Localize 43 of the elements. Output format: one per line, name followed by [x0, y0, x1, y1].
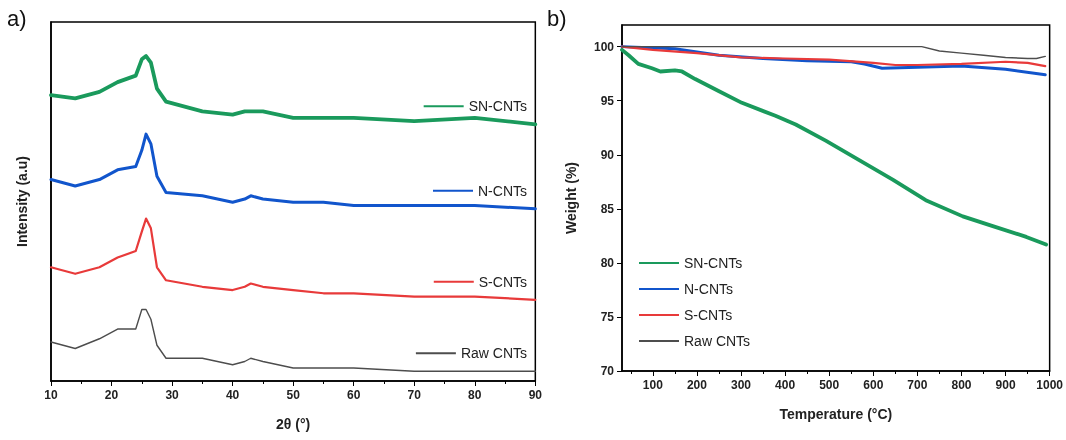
legend-label: S-CNTs — [478, 273, 528, 290]
legend-label: SN-CNTs — [684, 255, 743, 271]
legend-label: N-CNTs — [684, 281, 733, 297]
x-tick-label: 600 — [863, 378, 884, 392]
legend-label: Raw CNTs — [684, 333, 751, 349]
x-tick-label: 80 — [468, 388, 482, 402]
y-tick-label: 70 — [600, 364, 615, 378]
y-tick-label: 95 — [600, 93, 615, 108]
y-tick-label: 80 — [600, 255, 615, 270]
x-tick-label: 20 — [104, 388, 119, 402]
x-tick-label: 800 — [951, 378, 972, 392]
legend-label: N-CNTs — [478, 182, 528, 199]
x-tick-label: 400 — [775, 378, 796, 392]
x-tick-label: 40 — [225, 388, 240, 402]
legend-label: Raw CNTs — [460, 345, 528, 362]
x-tick-label: 50 — [286, 388, 301, 402]
x-tick-label: 60 — [347, 388, 361, 402]
y-axis-title: Weight (%) — [563, 161, 579, 235]
x-tick-label: 30 — [165, 388, 180, 402]
line-series — [620, 47, 1049, 247]
x-axis-title: Temperature (°C) — [779, 406, 893, 422]
line-series — [620, 45, 1047, 68]
y-tick-label: 75 — [600, 309, 615, 324]
y-tick-label: 90 — [600, 147, 615, 162]
y-tick-label: 100 — [593, 39, 615, 54]
chart-title: a) — [7, 5, 27, 31]
legend-label: S-CNTs — [684, 307, 733, 323]
x-tick-label: 700 — [907, 378, 928, 392]
x-tick-label: 500 — [819, 378, 840, 392]
x-tick-label: 10 — [44, 388, 58, 402]
x-tick-label: 100 — [642, 378, 664, 392]
x-axis-title: 2θ (°) — [276, 416, 311, 432]
x-tick-label: 90 — [528, 388, 543, 402]
x-tick-label: 1000 — [1036, 378, 1064, 392]
x-tick-label: 300 — [731, 378, 752, 392]
x-tick-label: 70 — [407, 388, 422, 402]
y-tick-label: 85 — [600, 201, 615, 216]
y-axis-title: Intensity (a.u) — [14, 155, 30, 248]
chart-title: b) — [547, 5, 567, 31]
line-series — [621, 45, 1046, 60]
legend-label: SN-CNTs — [468, 98, 528, 115]
x-tick-label: 900 — [995, 378, 1016, 392]
x-tick-label: 200 — [686, 378, 708, 392]
